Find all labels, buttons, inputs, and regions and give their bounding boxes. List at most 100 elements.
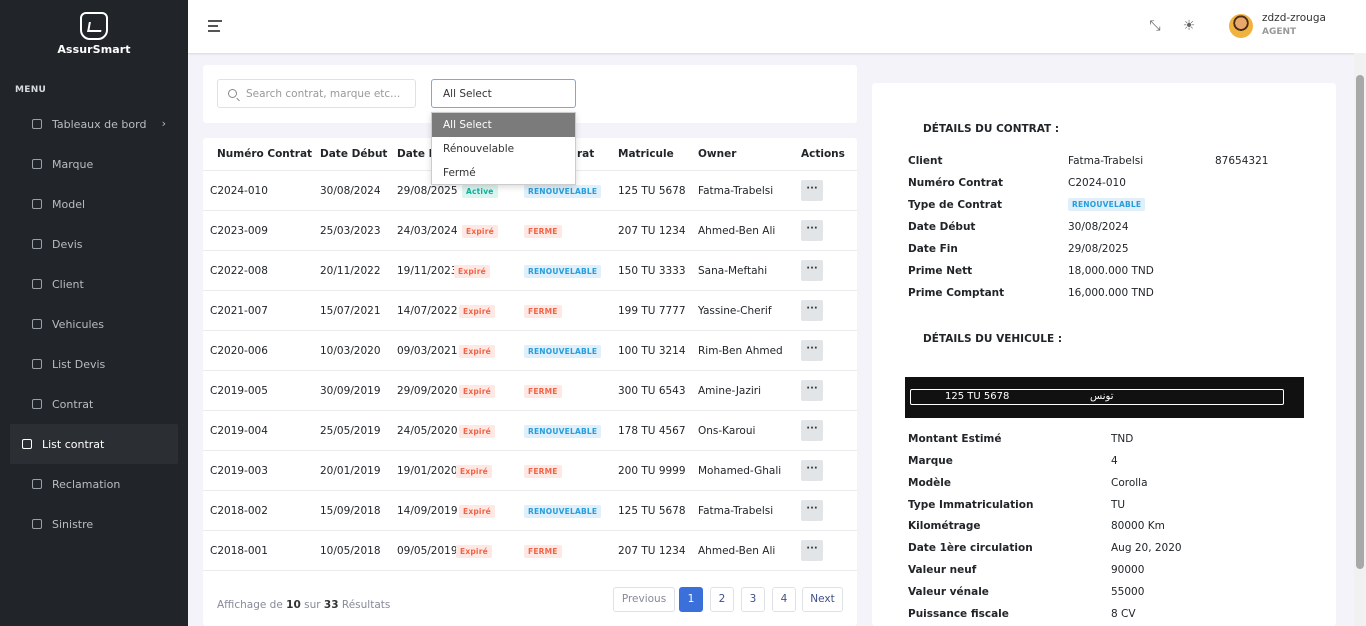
type-badge: FERME <box>524 225 562 238</box>
plate-number: 125 TU 5678 <box>945 391 1010 402</box>
row-actions-button[interactable]: ··· <box>801 420 823 441</box>
cell-numero-contrat: C2019-003 <box>210 465 268 477</box>
sidebar-item-client[interactable]: Client <box>10 264 178 304</box>
table-row[interactable]: C2018-002 15/09/2018 14/09/2019 Expiré RENOU… <box>203 491 857 531</box>
vehicle-field-value: Corolla <box>1111 477 1148 489</box>
sidebar-item-devis[interactable]: Devis <box>10 224 178 264</box>
hamburger-menu-icon[interactable] <box>208 20 222 32</box>
cell-matricule: 100 TU 3214 <box>618 345 686 357</box>
row-actions-button[interactable]: ··· <box>801 380 823 401</box>
sidebar-item-model[interactable]: Model <box>10 184 178 224</box>
status-badge: Expiré <box>459 385 495 398</box>
previous-button[interactable]: Previous <box>613 587 675 612</box>
table-row[interactable]: C2019-004 25/05/2019 24/05/2020 Expiré RENOU… <box>203 411 857 451</box>
row-actions-button[interactable]: ··· <box>801 340 823 361</box>
dashboard-icon <box>32 119 42 129</box>
table-row[interactable]: C2018-001 10/05/2018 09/05/2019 Expiré FERME… <box>203 531 857 571</box>
cell-owner: Fatma-Trabelsi <box>698 505 774 517</box>
theme-toggle-icon[interactable]: ☀ <box>1182 18 1196 34</box>
contract-field-value: 30/08/2024 <box>1068 221 1129 233</box>
option-ferme[interactable]: Fermé <box>443 167 476 179</box>
cell-date-debut: 10/03/2020 <box>320 345 381 357</box>
scrollbar-thumb[interactable] <box>1356 75 1364 569</box>
sidebar-item-label: Sinistre <box>52 517 94 531</box>
option-renouvelable[interactable]: Rénouvelable <box>443 143 515 155</box>
status-select[interactable]: All Select <box>431 79 576 108</box>
sidebar-item-reclamation[interactable]: Reclamation <box>10 464 178 504</box>
page-1-button[interactable]: 1 <box>679 587 703 612</box>
table-row[interactable]: C2024-010 30/08/2024 29/08/2025 Active RENOU… <box>203 171 857 211</box>
type-badge: FERME <box>524 385 562 398</box>
cell-owner: Ons-Karoui <box>698 425 756 437</box>
row-actions-button[interactable]: ··· <box>801 220 823 241</box>
sidebar-item-label: Reclamation <box>52 477 121 491</box>
cell-numero-contrat: C2020-006 <box>210 345 268 357</box>
contract-details-panel: DÉTAILS DU CONTRAT : Client Fatma-Trabel… <box>872 83 1336 626</box>
vehicle-field-label: Valeur vénale <box>908 586 989 598</box>
status-badge: Expiré <box>459 505 495 518</box>
cell-date-fin: 09/05/2019 <box>397 545 458 557</box>
vehicle-field-label: Montant Estimé <box>908 433 1002 445</box>
cell-matricule: 300 TU 6543 <box>618 385 686 397</box>
cell-matricule: 150 TU 3333 <box>618 265 686 277</box>
status-badge: Expiré <box>459 345 495 358</box>
vehicle-field-value: TND <box>1111 433 1134 445</box>
header-numero-contrat: Numéro Contrat <box>217 148 313 160</box>
table-row[interactable]: C2021-007 15/07/2021 14/07/2022 Expiré FERME… <box>203 291 857 331</box>
cell-owner: Amine-Jaziri <box>698 385 762 397</box>
file-icon <box>32 239 42 249</box>
status-badge: Expiré <box>459 425 495 438</box>
table-row[interactable]: C2019-003 20/01/2019 19/01/2020 Expiré FERME… <box>203 451 857 491</box>
page-4-button[interactable]: 4 <box>772 587 796 612</box>
tag-icon <box>32 159 42 169</box>
next-button[interactable]: Next <box>802 587 843 612</box>
cell-date-debut: 25/03/2023 <box>320 225 381 237</box>
contract-field-label: Date Fin <box>908 243 958 255</box>
user-name[interactable]: zdzd-zrouga <box>1262 12 1326 24</box>
sidebar-item-list-contrat[interactable]: List contrat <box>10 424 178 464</box>
sidebar-item-sinistre[interactable]: Sinistre <box>10 504 178 544</box>
row-actions-button[interactable]: ··· <box>801 300 823 321</box>
search-icon <box>228 89 237 98</box>
status-badge: Active <box>462 185 498 198</box>
table-row[interactable]: C2019-005 30/09/2019 29/09/2020 Expiré FERME… <box>203 371 857 411</box>
sidebar-item-vehicules[interactable]: Vehicules <box>10 304 178 344</box>
table-row[interactable]: C2023-009 25/03/2023 24/03/2024 Expiré FERME… <box>203 211 857 251</box>
option-all-select[interactable]: All Select <box>432 113 575 137</box>
table-row[interactable]: C2022-008 20/11/2022 19/11/2023 Expiré RENOU… <box>203 251 857 291</box>
page-2-button[interactable]: 2 <box>710 587 734 612</box>
cell-numero-contrat: C2023-009 <box>210 225 268 237</box>
contract-field-label: Prime Comptant <box>908 287 1005 299</box>
row-actions-button[interactable]: ··· <box>801 500 823 521</box>
plate-country: تونس <box>1090 391 1114 402</box>
table-row[interactable]: C2020-006 10/03/2020 09/03/2021 Expiré RENOU… <box>203 331 857 371</box>
row-actions-button[interactable]: ··· <box>801 540 823 561</box>
sidebar-item-contrat[interactable]: Contrat <box>10 384 178 424</box>
search-box[interactable] <box>217 79 416 108</box>
avatar[interactable] <box>1229 14 1253 38</box>
sidebar-item-marque[interactable]: Marque <box>10 144 178 184</box>
list-icon <box>32 359 42 369</box>
search-input[interactable] <box>246 87 406 100</box>
sidebar-item-label: Vehicules <box>52 317 105 331</box>
type-badge: FERME <box>524 545 562 558</box>
page-scrollbar[interactable] <box>1354 53 1366 626</box>
cell-date-debut: 20/01/2019 <box>320 465 381 477</box>
vehicle-field-value: 90000 <box>1111 564 1145 576</box>
row-actions-button[interactable]: ··· <box>801 460 823 481</box>
sidebar-item-tableaux-de-bord[interactable]: Tableaux de bord › <box>10 104 178 144</box>
sidebar-item-list-devis[interactable]: List Devis <box>10 344 178 384</box>
vehicle-field-value: 4 <box>1111 455 1118 467</box>
type-badge: FERME <box>524 465 562 478</box>
vehicle-field-value: 8 CV <box>1111 608 1136 620</box>
row-actions-button[interactable]: ··· <box>801 180 823 201</box>
sidebar-item-label: List Devis <box>52 357 106 371</box>
row-actions-button[interactable]: ··· <box>801 260 823 281</box>
status-badge: Expiré <box>456 545 492 558</box>
page-3-button[interactable]: 3 <box>741 587 765 612</box>
logo[interactable]: AssurSmart <box>0 12 188 56</box>
cell-owner: Fatma-Trabelsi <box>698 185 774 197</box>
vehicle-field-value: 55000 <box>1111 586 1145 598</box>
collapse-fullscreen-icon[interactable]: ⤡ <box>1149 18 1161 34</box>
vehicle-field-label: Marque <box>908 455 953 467</box>
